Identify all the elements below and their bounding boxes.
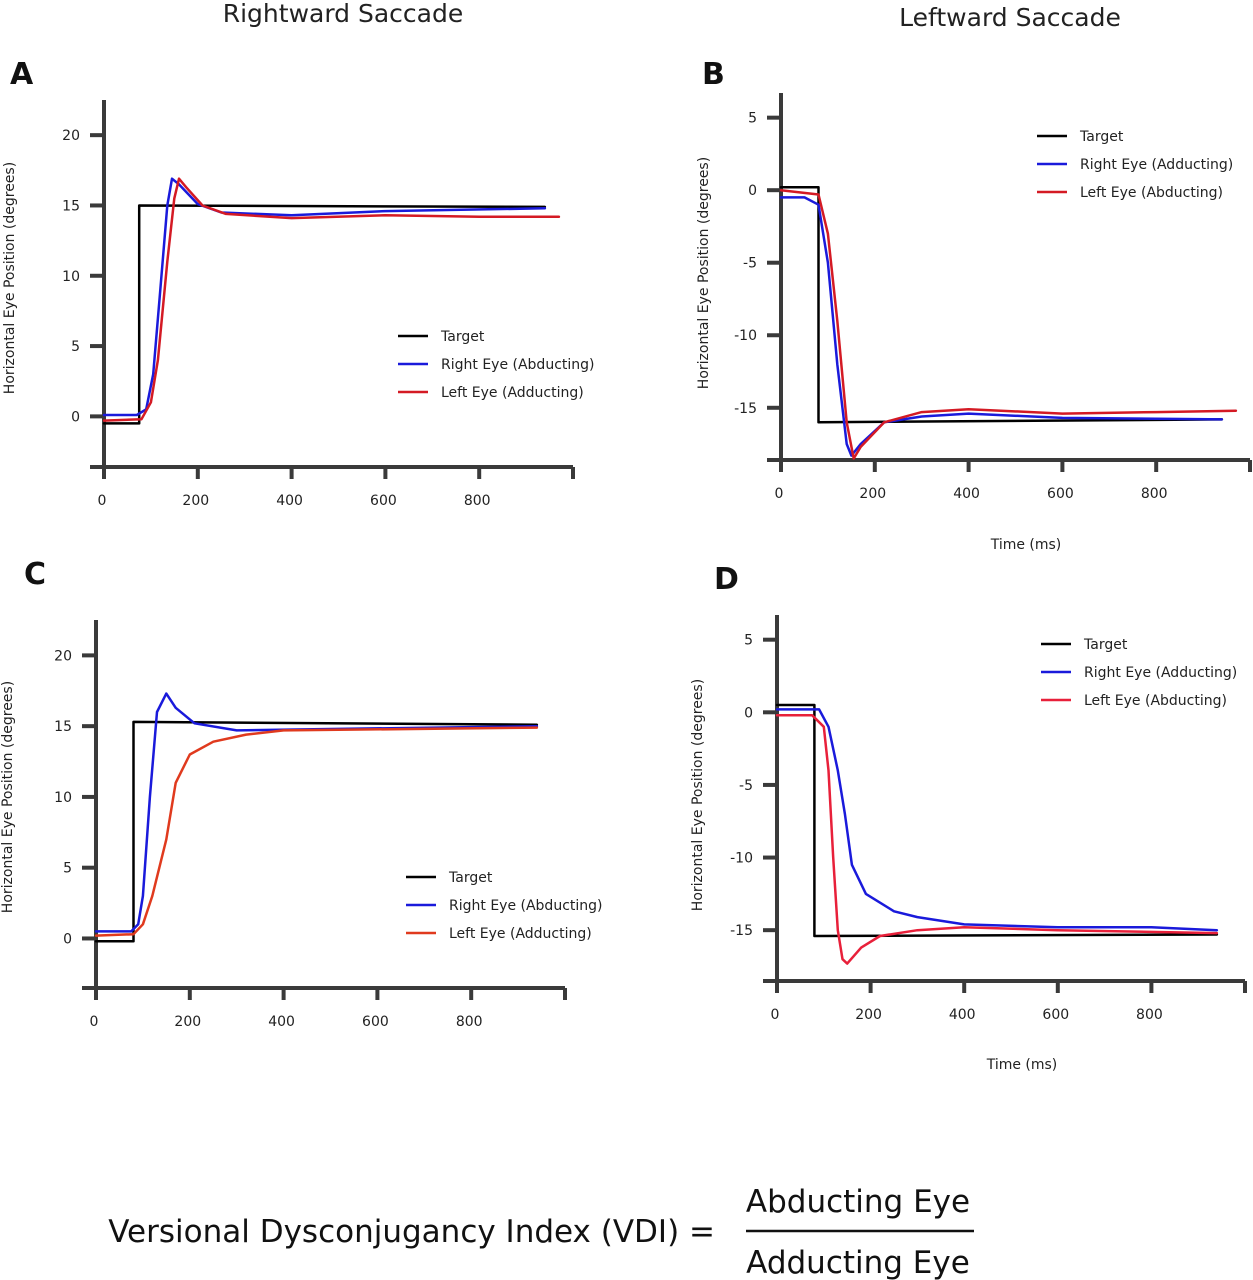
formula-lhs: Versional Dysconjugancy Index (VDI) = bbox=[108, 1214, 715, 1250]
x-tick-label: 800 bbox=[1141, 486, 1168, 502]
y-tick-label: -10 bbox=[730, 851, 753, 867]
series-line-target bbox=[775, 703, 1219, 938]
y-tick-label: -10 bbox=[734, 328, 757, 344]
y-tick-label: 20 bbox=[62, 128, 80, 144]
legend-label-right-eye-abducting: Right Eye (Abducting) bbox=[449, 898, 603, 914]
legend-label-right-eye-adducting: Right Eye (Adducting) bbox=[1080, 157, 1233, 173]
x-tick-label: 600 bbox=[1047, 486, 1074, 502]
y-axis-label: Horizontal Eye Position (degrees) bbox=[0, 681, 16, 913]
x-axis-label: Time (ms) bbox=[990, 537, 1062, 553]
formula-numerator: Abducting Eye bbox=[746, 1184, 970, 1220]
x-tick-label: 600 bbox=[370, 493, 397, 509]
x-tick-label: 400 bbox=[268, 1014, 295, 1030]
y-axis-label: Horizontal Eye Position (degrees) bbox=[2, 162, 18, 394]
title-rightward: Rightward Saccade bbox=[223, 0, 464, 28]
y-tick-label: 15 bbox=[62, 198, 80, 214]
chart-panel-b: 5 0 -5 -10 -15 0 200 400 600 800 Horizontal Eye Po… bbox=[696, 93, 1252, 553]
y-tick-label: 5 bbox=[63, 861, 72, 877]
panel-letter-a: A bbox=[10, 57, 34, 92]
x-tick-label: 800 bbox=[464, 493, 491, 509]
series-line-target bbox=[102, 204, 547, 425]
x-tick-label: 600 bbox=[1042, 1007, 1069, 1023]
title-leftward: Leftward Saccade bbox=[899, 3, 1121, 32]
series-line-right-eye-abducting bbox=[102, 177, 547, 417]
series-line-target bbox=[94, 720, 539, 943]
y-tick-label: 5 bbox=[71, 339, 80, 355]
series-line-left-eye-abducting bbox=[775, 713, 1219, 965]
legend-label-left-eye-abducting: Left Eye (Abducting) bbox=[1084, 693, 1227, 709]
series-line-left-eye-adducting bbox=[94, 726, 539, 937]
panel-letter-b: B bbox=[702, 57, 725, 92]
x-tick-label: 400 bbox=[953, 486, 980, 502]
y-tick-label: 20 bbox=[54, 648, 72, 664]
x-tick-label: 600 bbox=[362, 1014, 389, 1030]
x-tick-label: 400 bbox=[949, 1007, 976, 1023]
series-line-right-eye-adducting bbox=[775, 708, 1219, 932]
y-axis-label: Horizontal Eye Position (degrees) bbox=[696, 157, 712, 389]
y-tick-label: 5 bbox=[744, 633, 753, 649]
legend-label-left-eye-abducting: Left Eye (Abducting) bbox=[1080, 185, 1223, 201]
y-tick-label: 0 bbox=[71, 409, 80, 425]
y-tick-label: -15 bbox=[734, 401, 757, 417]
legend-label-left-eye-adducting: Left Eye (Adducting) bbox=[441, 385, 584, 401]
panel-letter-d: D bbox=[714, 562, 739, 597]
legend-label-target: Target bbox=[448, 870, 493, 886]
series-line-right-eye-abducting bbox=[94, 692, 539, 933]
x-tick-label: 800 bbox=[1136, 1007, 1163, 1023]
formula-denominator: Adducting Eye bbox=[746, 1245, 970, 1280]
x-tick-label: 0 bbox=[90, 1014, 99, 1030]
y-axis-label: Horizontal Eye Position (degrees) bbox=[690, 679, 706, 911]
y-tick-label: -5 bbox=[743, 256, 757, 272]
y-tick-label: 0 bbox=[748, 183, 757, 199]
x-tick-label: 800 bbox=[456, 1014, 483, 1030]
x-axis-label: Time (ms) bbox=[986, 1057, 1058, 1073]
x-tick-label: 200 bbox=[855, 1007, 882, 1023]
series-line-right-eye-adducting bbox=[779, 196, 1224, 457]
legend-label-target: Target bbox=[440, 329, 485, 345]
panel-letter-c: C bbox=[24, 557, 46, 592]
series-line-target bbox=[779, 186, 1224, 424]
legend-label-left-eye-adducting: Left Eye (Adducting) bbox=[449, 926, 592, 942]
legend-label-target: Target bbox=[1079, 129, 1124, 145]
x-tick-label: 0 bbox=[98, 493, 107, 509]
y-tick-label: 5 bbox=[748, 111, 757, 127]
x-tick-label: 200 bbox=[182, 493, 209, 509]
series-line-left-eye-abducting bbox=[779, 188, 1238, 460]
y-tick-label: 0 bbox=[744, 705, 753, 721]
y-tick-label: 0 bbox=[63, 931, 72, 947]
legend-label-right-eye-abducting: Right Eye (Abducting) bbox=[441, 357, 595, 373]
legend-label-right-eye-adducting: Right Eye (Adducting) bbox=[1084, 665, 1237, 681]
y-tick-label: -15 bbox=[730, 923, 753, 939]
y-tick-label: 15 bbox=[54, 719, 72, 735]
x-tick-label: 0 bbox=[775, 486, 784, 502]
chart-panel-d: 5 0 -5 -10 -15 0 200 400 600 800 Horizontal Eye Po… bbox=[690, 615, 1247, 1073]
x-tick-label: 400 bbox=[276, 493, 303, 509]
x-tick-label: 200 bbox=[859, 486, 886, 502]
series-line-left-eye-adducting bbox=[102, 177, 561, 422]
legend-label-target: Target bbox=[1083, 637, 1128, 653]
x-tick-label: 200 bbox=[174, 1014, 201, 1030]
y-tick-label: 10 bbox=[54, 790, 72, 806]
y-tick-label: -5 bbox=[739, 778, 753, 794]
x-tick-label: 0 bbox=[771, 1007, 780, 1023]
y-tick-label: 10 bbox=[62, 269, 80, 285]
